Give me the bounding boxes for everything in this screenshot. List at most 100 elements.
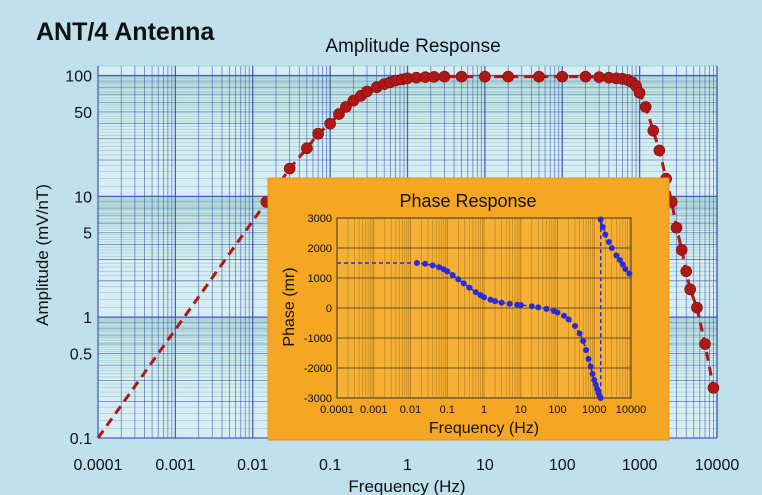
- amplitude-data-point: [633, 87, 646, 99]
- phase-data-point: [592, 381, 599, 388]
- phase-y-tick-label: -2000: [304, 363, 332, 375]
- phase-data-point: [591, 377, 598, 383]
- phase-data-point: [560, 312, 567, 319]
- phase-data-point: [535, 304, 542, 311]
- amplitude-x-tick-label: 1000: [622, 457, 658, 474]
- phase-data-point: [498, 299, 505, 306]
- amplitude-y-tick-label: 50: [74, 105, 92, 122]
- phase-data-point: [436, 264, 443, 271]
- amplitude-x-tick-label: 0.01: [237, 457, 268, 474]
- phase-y-tick-label: -3000: [304, 393, 332, 405]
- phase-data-point: [613, 252, 620, 259]
- amplitude-x-tick-label: 0.0001: [74, 457, 123, 474]
- phase-y-tick-label: 1000: [308, 273, 332, 285]
- phase-data-point: [472, 289, 479, 296]
- amplitude-data-point: [361, 85, 373, 98]
- amplitude-data-point: [691, 301, 703, 314]
- phase-data-point: [626, 270, 633, 277]
- amplitude-x-tick-label: 1: [403, 457, 412, 474]
- phase-data-point: [517, 302, 524, 308]
- phase-x-tick-label: 0.001: [360, 404, 388, 416]
- amplitude-data-point: [556, 70, 569, 83]
- phase-chart-title: Phase Response: [399, 191, 536, 211]
- phase-data-point: [572, 323, 579, 329]
- phase-data-point: [580, 338, 587, 344]
- amplitude-data-point: [333, 108, 345, 120]
- amplitude-y-tick-label: 0.1: [70, 431, 92, 448]
- amplitude-data-point: [324, 117, 336, 130]
- phase-x-axis-label: Frequency (Hz): [429, 420, 539, 437]
- phase-data-point: [429, 262, 436, 269]
- amplitude-x-tick-label: 0.001: [155, 457, 195, 474]
- phase-grid: [336, 217, 632, 399]
- phase-data-point: [444, 268, 451, 275]
- amplitude-x-tick-label: 10: [476, 457, 494, 474]
- phase-x-tick-label: 10000: [616, 404, 647, 416]
- phase-data-point: [466, 284, 473, 291]
- amplitude-data-point: [340, 101, 352, 113]
- phase-y-tick-label: 3000: [308, 213, 332, 225]
- amplitude-data-point: [653, 144, 666, 157]
- amplitude-data-point: [675, 244, 688, 256]
- amplitude-data-point: [438, 70, 451, 83]
- phase-data-point: [576, 330, 583, 337]
- amplitude-data-point: [479, 70, 491, 83]
- amplitude-data-point: [670, 221, 683, 234]
- amplitude-chart-title: Amplitude Response: [325, 36, 500, 57]
- phase-x-tick-label: 10: [515, 404, 527, 416]
- amplitude-data-point: [707, 382, 720, 394]
- amplitude-data-point: [680, 265, 693, 278]
- amplitude-y-tick-label: 0.5: [70, 347, 92, 364]
- phase-data-point: [528, 303, 535, 310]
- phase-y-tick-label: 0: [326, 303, 332, 315]
- amplitude-data-point: [579, 70, 592, 83]
- phase-data-point: [543, 305, 550, 312]
- phase-data-point: [413, 260, 420, 266]
- amplitude-data-point: [639, 101, 652, 113]
- phase-data-point: [449, 272, 456, 278]
- phase-data-point: [587, 363, 594, 370]
- phase-data-point: [619, 261, 626, 268]
- phase-data-point: [554, 309, 561, 316]
- amplitude-data-point: [283, 162, 296, 175]
- amplitude-data-point: [533, 70, 545, 83]
- phase-data-point: [492, 298, 499, 305]
- amplitude-y-tick-label: 1: [83, 310, 92, 327]
- phase-data-point: [487, 296, 494, 303]
- phase-data-point: [585, 356, 592, 362]
- amplitude-y-tick-label: 10: [74, 189, 92, 206]
- amplitude-data-point: [684, 283, 696, 296]
- phase-y-tick-label: -1000: [304, 333, 332, 345]
- amplitude-data-point: [502, 70, 514, 83]
- main-title: ANT/4 Antenna: [36, 18, 215, 46]
- phase-y-axis-label: Phase (mr): [281, 267, 298, 346]
- amplitude-data-point: [312, 127, 324, 140]
- phase-data-point: [622, 266, 629, 272]
- amplitude-y-tick-label: 5: [83, 226, 92, 243]
- amplitude-data-point: [699, 338, 711, 350]
- amplitude-data-point: [593, 71, 605, 83]
- amplitude-x-tick-label: 0.1: [319, 457, 341, 474]
- amplitude-y-axis-label: Amplitude (mV/nT): [33, 184, 52, 326]
- amplitude-data-point: [647, 124, 660, 137]
- phase-data-point: [455, 276, 462, 283]
- amplitude-y-tick-label: 100: [65, 69, 92, 86]
- phase-x-tick-label: 0.1: [440, 404, 455, 416]
- amplitude-data-point: [428, 71, 440, 83]
- phase-data-point: [460, 280, 467, 287]
- amplitude-data-point: [301, 142, 313, 155]
- amplitude-x-tick-label: 10000: [695, 457, 740, 474]
- phase-data-point: [597, 216, 604, 223]
- phase-data-point: [481, 294, 487, 301]
- amplitude-x-axis-label: Frequency (Hz): [348, 477, 465, 495]
- phase-data-point: [565, 316, 572, 323]
- phase-plot-frame: [336, 217, 632, 399]
- phase-x-tick-label: 100: [548, 404, 566, 416]
- phase-data-point: [506, 300, 513, 307]
- phase-data-point: [597, 395, 604, 401]
- phase-data-point: [605, 239, 612, 245]
- phase-x-tick-label: 0.0001: [320, 404, 354, 416]
- phase-data-point: [589, 371, 596, 377]
- phase-data-point: [599, 224, 606, 230]
